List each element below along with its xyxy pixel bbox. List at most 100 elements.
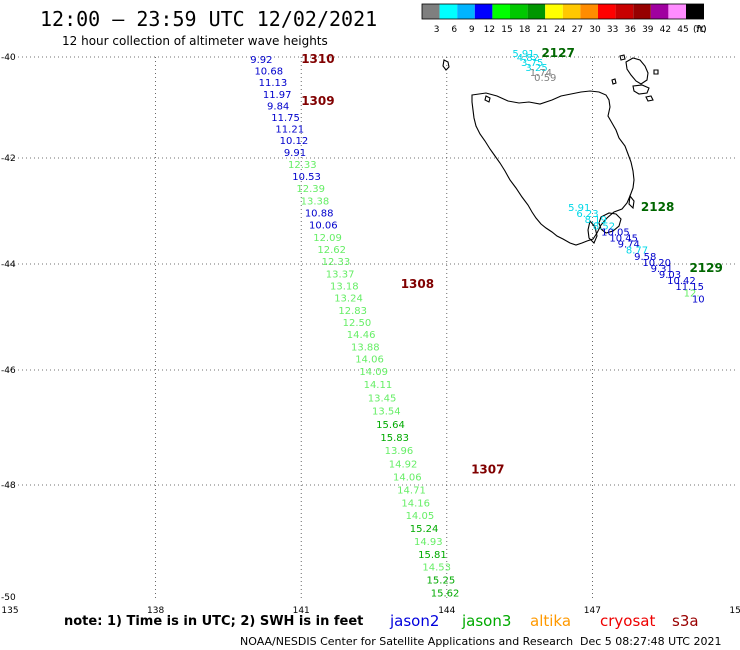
three-hummock-island xyxy=(484,95,491,103)
track-a-wave-height: 15.81 xyxy=(418,550,447,561)
track-a-wave-height: 14.16 xyxy=(401,498,430,509)
track-c-wave-height: 10.42 xyxy=(667,276,696,287)
legend-label: 6 xyxy=(451,25,457,35)
legend-label: 27 xyxy=(572,25,583,35)
legend-swatch xyxy=(562,4,581,19)
track-a-wave-height: 14.06 xyxy=(355,354,384,365)
legend-border xyxy=(421,3,705,20)
orbit-number-label: 1309 xyxy=(301,94,334,108)
track-a-wave-height: 14.93 xyxy=(414,537,443,548)
tasmania-coastline xyxy=(442,54,659,246)
track-b-wave-height: 3.25 xyxy=(525,63,547,74)
track-b-wave-height: 4.82 xyxy=(517,53,539,64)
plot-frame xyxy=(10,57,738,600)
track-a-wave-height: 10.06 xyxy=(309,221,338,232)
longitude-tick-label: 141 xyxy=(293,606,310,616)
track-a-wave-height: 12.62 xyxy=(317,245,346,256)
orbit-number-label: 2129 xyxy=(689,261,722,275)
track-c-wave-height: 5.91 xyxy=(568,203,590,214)
graticule xyxy=(10,56,738,600)
track-a-wave-height: 10.12 xyxy=(280,136,309,147)
track-a-wave-height: 14.71 xyxy=(397,486,426,497)
latitude-tick-label: -48 xyxy=(1,481,16,491)
legend-label: 30 xyxy=(589,25,601,35)
track-a-wave-height: 14.05 xyxy=(406,511,435,522)
track-b-wave-height: 0.59 xyxy=(534,73,556,84)
orbit-labels: 1310 1309 1308 1307 2127 2128 2129 xyxy=(301,46,723,477)
legend-unit: (ft) xyxy=(693,25,707,35)
track-a-wave-height: 9.92 xyxy=(250,55,272,66)
furneaux-islet-c xyxy=(611,78,617,85)
legend-swatch xyxy=(474,4,493,19)
track-c-wave-height: 6.23 xyxy=(576,209,598,220)
track-a-wave-height: 15.62 xyxy=(431,588,460,599)
legend-swatch xyxy=(457,4,475,19)
track-a-wave-height: 9.84 xyxy=(267,101,289,112)
longitude-tick-label: 138 xyxy=(147,606,164,616)
legend-swatch xyxy=(545,4,563,19)
footer-note: note: 1) Time is in UTC; 2) SWH is in fe… xyxy=(64,614,363,629)
latitude-tick-label: -42 xyxy=(1,154,16,164)
legend-swatch xyxy=(492,4,510,19)
furneaux-islet-a xyxy=(619,54,626,61)
legend-swatch xyxy=(633,4,651,19)
legend-label: 3 xyxy=(434,25,440,35)
track-a-wave-height: 14.11 xyxy=(364,380,393,391)
track-b-wave-height: 1.74 xyxy=(530,68,552,79)
latitude-tick-label: -44 xyxy=(1,260,16,270)
track-a-wave-height: 10.53 xyxy=(292,172,321,183)
tasmania-main-outline xyxy=(471,90,635,246)
track-a-wave-height: 12.09 xyxy=(313,233,342,244)
track-a-wave-height: 14.09 xyxy=(359,367,388,378)
track-a-wave-height: 11.97 xyxy=(263,90,292,101)
track-c-wave-height: 8.77 xyxy=(626,246,648,257)
track-a-wave-height: 11.21 xyxy=(275,125,304,136)
legend-label: 45 xyxy=(677,25,688,35)
legend-label: 36 xyxy=(624,25,636,35)
track-c-wave-height: 9.03 xyxy=(659,270,681,281)
latitude-tick-label: -40 xyxy=(1,53,16,63)
furneaux-islet-b xyxy=(653,69,659,75)
legend-label: 21 xyxy=(536,25,547,35)
legend-swatch xyxy=(439,4,458,19)
clarke-island xyxy=(645,95,654,102)
orbit-number-label: 1308 xyxy=(401,277,434,291)
track-a-wave-height: 12.33 xyxy=(322,257,351,268)
track-b-wave-height: 5.91 xyxy=(512,49,534,60)
legend-label: 12 xyxy=(484,25,495,35)
map-title: 12:00 — 23:59 UTC 12/02/2021 xyxy=(40,7,377,31)
track-a-wave-height: 9.91 xyxy=(284,148,306,159)
satellite-legend: jason2 jason3 altika cryosat s3a xyxy=(389,612,699,630)
track-c-wave-height: 10.45 xyxy=(609,233,638,244)
cape-barren-island xyxy=(632,84,650,95)
track-c-wave-height: 10.05 xyxy=(601,227,630,238)
footer-timestamp: Dec 5 08:27:48 UTC 2021 xyxy=(580,635,721,648)
latitude-tick-label: -50 xyxy=(1,593,16,603)
track-a-wave-height: 10.88 xyxy=(305,208,334,219)
track-a-wave-height: 15.24 xyxy=(410,524,439,535)
track-c-wave-height: 8.19 xyxy=(585,215,607,226)
track-a-wave-height: 12.83 xyxy=(338,306,367,317)
satellite-name: jason3 xyxy=(461,612,511,630)
legend-label: 24 xyxy=(554,25,566,35)
track-a-wave-height: 14.53 xyxy=(422,563,451,574)
legend-swatch xyxy=(650,4,669,19)
longitude-tick-label: 147 xyxy=(584,606,601,616)
track-a-wave-height: 15.64 xyxy=(376,420,405,431)
legend-label: 18 xyxy=(519,25,531,35)
track-a-wave-height: 11.13 xyxy=(259,78,288,89)
track-c-wave-height: 9.31 xyxy=(651,264,673,275)
orbit-number-label: 1310 xyxy=(301,52,334,66)
track-a-wave-height: 14.06 xyxy=(393,473,422,484)
satellite-name: cryosat xyxy=(600,612,655,630)
flinders-island xyxy=(625,57,649,85)
track-a-wave-height: 13.37 xyxy=(326,269,355,280)
legend-swatch xyxy=(510,4,528,19)
legend-label: 70 xyxy=(695,25,707,35)
longitude-tick-label: 150 xyxy=(729,606,740,616)
track-c-wave-height: 10 xyxy=(692,294,705,305)
bruny-island xyxy=(587,219,598,244)
legend-swatch xyxy=(422,4,440,19)
satellite-name: jason2 xyxy=(389,612,439,630)
